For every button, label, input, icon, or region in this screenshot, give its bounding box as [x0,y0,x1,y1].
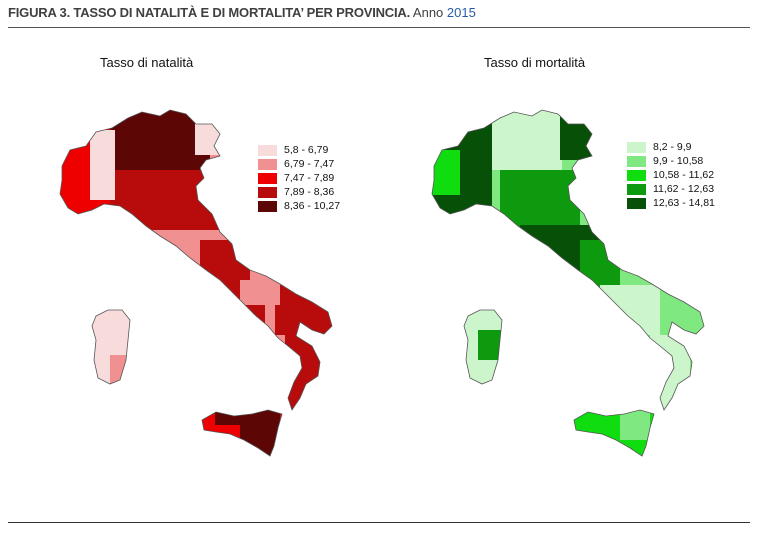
legend-item: 11,62 - 12,63 [627,182,715,196]
legend-item: 8,2 - 9,9 [627,140,715,154]
region-fill [492,110,562,170]
legend-swatch [627,197,646,209]
region-fill [195,110,225,155]
legend-label: 9,9 - 10,58 [653,155,704,167]
legend-swatch [258,186,277,198]
legend-label: 8,36 - 10,27 [284,200,341,212]
legend-label: 10,58 - 11,62 [653,169,715,181]
figure-title-main: FIGURA 3. TASSO DI NATALITÀ E DI MORTALI… [8,5,411,20]
legend-swatch [627,155,646,167]
legend-swatch [627,141,646,153]
legend-label: 6,79 - 7,47 [284,158,335,170]
legend-swatch [258,144,277,156]
bottom-rule [8,522,750,523]
region-fill [500,170,580,230]
legend-item: 12,63 - 14,81 [627,196,715,210]
legend-label: 12,63 - 14,81 [653,197,715,209]
figure-title-anno: Anno [412,5,444,20]
figure-title: FIGURA 3. TASSO DI NATALITÀ E DI MORTALI… [8,5,476,20]
region-fill [240,405,280,456]
title-underline [8,27,750,28]
region-fill [215,405,240,425]
legend-swatch [258,200,277,212]
legend-label: 8,2 - 9,9 [653,141,692,153]
legend-item: 5,8 - 6,79 [258,143,340,157]
region-fill [170,170,230,230]
birth-rate-map-title: Tasso di natalità [100,55,194,70]
legend-swatch [627,183,646,195]
legend-item: 9,9 - 10,58 [627,154,715,168]
legend-item: 8,36 - 10,27 [258,199,340,213]
legend-swatch [258,158,277,170]
region-fill [620,410,650,440]
region-fill [90,130,115,200]
legend-item: 6,79 - 7,47 [258,157,340,171]
region-fill [600,285,660,335]
death-rate-map-title: Tasso di mortalità [484,55,586,70]
legend-item: 7,47 - 7,89 [258,171,340,185]
region-fill [285,335,325,410]
legend-label: 11,62 - 12,63 [653,183,715,195]
figure-title-year: 2015 [446,5,476,20]
legend-swatch [258,172,277,184]
legend-swatch [627,169,646,181]
region-fill [275,285,332,335]
region-fill [432,150,460,195]
legend-item: 7,89 - 8,36 [258,185,340,199]
legend-label: 7,47 - 7,89 [284,172,335,184]
region-fill [240,280,280,305]
birth-rate-legend: 5,8 - 6,79 6,79 - 7,47 7,47 - 7,89 7,89 … [258,143,340,213]
legend-item: 10,58 - 11,62 [627,168,715,182]
death-rate-legend: 8,2 - 9,9 9,9 - 10,58 10,58 - 11,62 11,6… [627,140,715,210]
legend-label: 5,8 - 6,79 [284,144,329,156]
region-fill [660,290,704,340]
legend-label: 7,89 - 8,36 [284,186,335,198]
